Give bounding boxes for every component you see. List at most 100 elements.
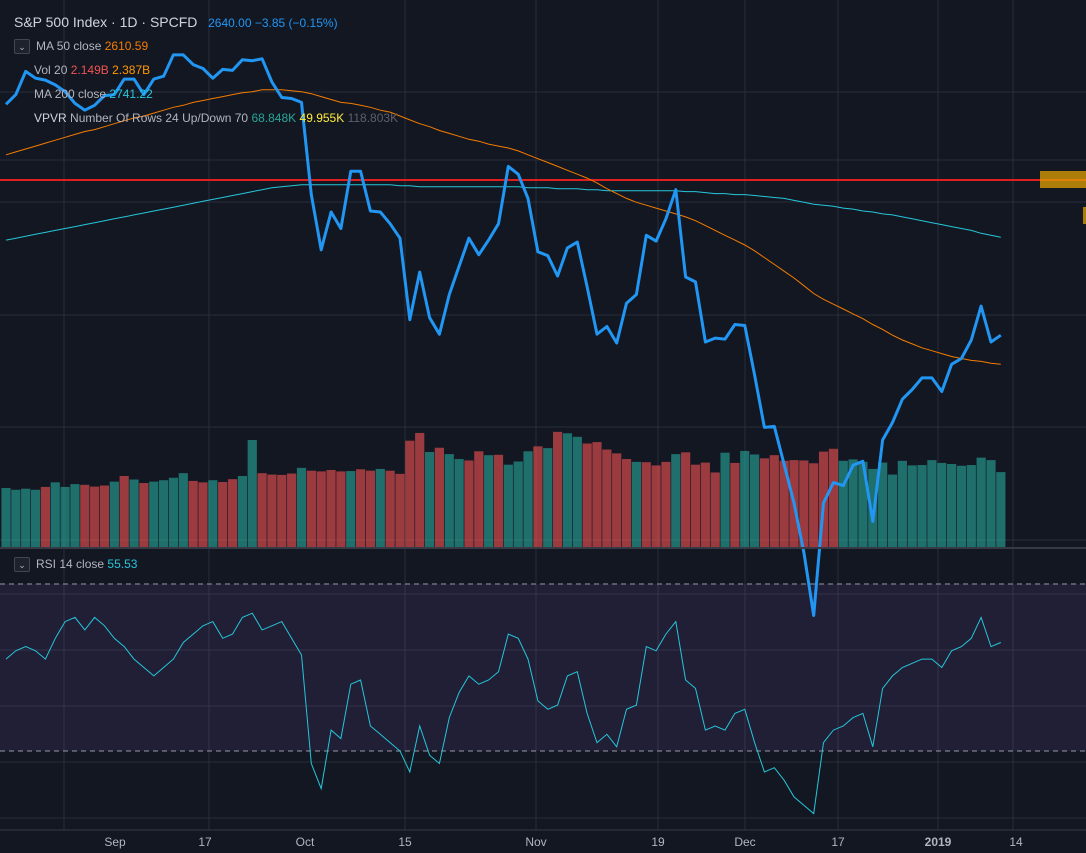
- volume-bar: [690, 464, 701, 548]
- volume-bar: [237, 475, 247, 548]
- price-change: −3.85 (−0.15%): [254, 16, 338, 30]
- volume-bar: [730, 462, 740, 548]
- vol-name[interactable]: Vol: [34, 63, 51, 77]
- volume-bar: [277, 474, 287, 548]
- volume-bar: [700, 462, 710, 548]
- volume-bar: [631, 461, 641, 548]
- volume-bar: [247, 439, 257, 548]
- volume-bar: [621, 459, 632, 548]
- volume-bar: [434, 447, 444, 548]
- volume-bar: [907, 465, 917, 548]
- volume-bar: [178, 473, 188, 548]
- volume-bar: [385, 470, 395, 548]
- volume-bar: [484, 455, 494, 548]
- interval-label: 1D: [119, 14, 138, 30]
- volume-bar: [612, 453, 622, 548]
- volume-bar: [779, 460, 789, 548]
- volume-bar: [986, 460, 996, 548]
- volume-bar: [415, 432, 425, 548]
- volume-bar: [740, 450, 750, 548]
- volume-bar: [956, 465, 967, 548]
- volume-bar: [503, 464, 513, 548]
- ma50-name[interactable]: MA: [36, 39, 54, 53]
- volume-bar: [60, 486, 70, 548]
- chevron-down-icon[interactable]: ⌄: [14, 557, 30, 573]
- volume-bar: [562, 433, 573, 548]
- ma50-params: 50 close: [56, 39, 102, 53]
- volume-bar: [80, 484, 90, 548]
- volume-bar: [661, 461, 671, 548]
- volume-bar: [375, 468, 385, 548]
- volume-bar: [21, 488, 31, 548]
- legend-vpvr: VPVR Number Of Rows 24 Up/Down 70 68.848…: [14, 110, 398, 126]
- ma50-line: [5, 89, 1001, 365]
- volume-bar: [858, 461, 868, 548]
- legend-ma200: MA 200 close 2741.22: [14, 86, 153, 102]
- grid-lines: [0, 0, 1086, 830]
- vpvr-down-value: 49.955K: [299, 111, 345, 125]
- volume-bar: [848, 459, 858, 548]
- vpvr-params: Number Of Rows 24 Up/Down 70: [70, 111, 249, 125]
- volume-bar: [592, 442, 602, 548]
- time-axis-label: 19: [651, 835, 665, 849]
- volume-bar: [464, 460, 474, 548]
- volume-bar: [553, 431, 563, 548]
- source-label: SPCFD: [149, 14, 198, 30]
- volume-bar: [90, 486, 100, 548]
- volume-bar: [306, 470, 316, 548]
- volume-bar: [99, 485, 110, 548]
- volume-bar: [720, 452, 730, 548]
- volume-bar: [149, 481, 159, 548]
- volume-bar: [11, 489, 21, 548]
- volume-bar: [109, 481, 119, 548]
- chevron-down-icon[interactable]: ⌄: [14, 39, 30, 55]
- volume-bar: [513, 461, 523, 548]
- volume-bar: [326, 469, 336, 548]
- legend-ma50: ⌄ MA 50 close 2610.59: [14, 38, 148, 55]
- volume-bar: [887, 474, 898, 548]
- time-axis-label: 15: [398, 835, 412, 849]
- volume-bar: [257, 473, 267, 548]
- time-axis-label: Oct: [296, 835, 315, 849]
- volume-bar: [582, 443, 592, 548]
- volume-bar: [681, 452, 691, 548]
- volume-bar: [287, 473, 297, 548]
- rsi-name[interactable]: RSI: [36, 557, 57, 571]
- volume-bar: [927, 460, 937, 548]
- rsi-band: [0, 584, 1086, 751]
- volume-bar: [296, 467, 307, 548]
- ma200-name[interactable]: MA: [34, 87, 52, 101]
- legend-vol: Vol 20 2.149B 2.387B: [14, 62, 150, 78]
- volume-bar: [30, 489, 41, 548]
- volume-bar: [119, 475, 129, 548]
- volume-bar: [40, 486, 50, 548]
- volume-bar: [917, 465, 927, 548]
- volume-bar: [405, 440, 415, 548]
- volume-bar: [651, 465, 661, 548]
- volume-bar: [1, 487, 11, 548]
- volume-bar: [129, 479, 139, 548]
- rsi-value: 55.53: [107, 557, 138, 571]
- volume-bar: [493, 454, 504, 548]
- volume-bar: [218, 481, 228, 548]
- vpvr-bar: [1083, 207, 1086, 224]
- volume-bar: [641, 462, 651, 548]
- volume-bar: [346, 471, 356, 548]
- vpvr-name[interactable]: VPVR: [34, 111, 67, 125]
- ma200-value: 2741.22: [109, 87, 153, 101]
- symbol-name: S&P 500 Index: [14, 14, 108, 30]
- volume-bar: [159, 480, 169, 548]
- volume-bar: [188, 480, 198, 548]
- time-axis-label: Nov: [525, 835, 546, 849]
- time-axis-label: 17: [198, 835, 212, 849]
- volume-bar: [710, 472, 720, 548]
- volume-bar: [947, 463, 957, 548]
- volume-bar: [395, 473, 405, 548]
- time-axis[interactable]: Sep 17 Oct 15 Nov 19 Dec 17 2019 14: [0, 829, 1086, 853]
- volume-bar: [809, 463, 819, 548]
- main-legend-header: S&P 500 Index · 1D · SPCFD 2640.00 −3.85…: [14, 14, 338, 30]
- price-line[interactable]: [4, 53, 1002, 617]
- vpvr-bar: [1040, 171, 1086, 188]
- volume-bar: [316, 471, 326, 548]
